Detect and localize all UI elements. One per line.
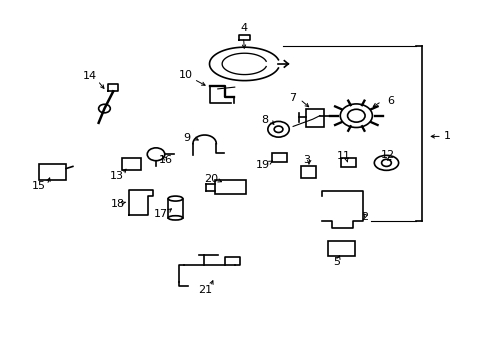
Text: 18: 18: [111, 199, 125, 209]
Bar: [327, 241, 355, 256]
Bar: [300, 166, 316, 178]
Text: 3: 3: [303, 155, 309, 165]
Bar: [39, 164, 66, 180]
Bar: [122, 158, 141, 170]
Text: 4: 4: [240, 23, 246, 33]
Bar: [340, 158, 356, 167]
Text: 9: 9: [183, 133, 190, 143]
Text: 19: 19: [255, 160, 269, 170]
Text: 1: 1: [443, 131, 450, 141]
Bar: [305, 109, 323, 127]
Text: 14: 14: [82, 71, 97, 81]
Text: 6: 6: [386, 96, 393, 107]
Text: 7: 7: [289, 93, 296, 103]
Text: 10: 10: [179, 69, 193, 80]
Text: 17: 17: [154, 208, 167, 219]
Text: 15: 15: [32, 181, 46, 192]
Text: 21: 21: [198, 285, 212, 295]
Bar: [215, 180, 246, 194]
Text: 12: 12: [380, 150, 394, 160]
Bar: [271, 153, 287, 162]
Text: 5: 5: [333, 257, 340, 267]
Text: 20: 20: [204, 174, 218, 184]
Text: 16: 16: [159, 156, 172, 165]
Text: 2: 2: [361, 212, 368, 222]
Text: 13: 13: [110, 171, 124, 181]
Text: 11: 11: [336, 152, 350, 161]
Text: 8: 8: [261, 115, 268, 125]
